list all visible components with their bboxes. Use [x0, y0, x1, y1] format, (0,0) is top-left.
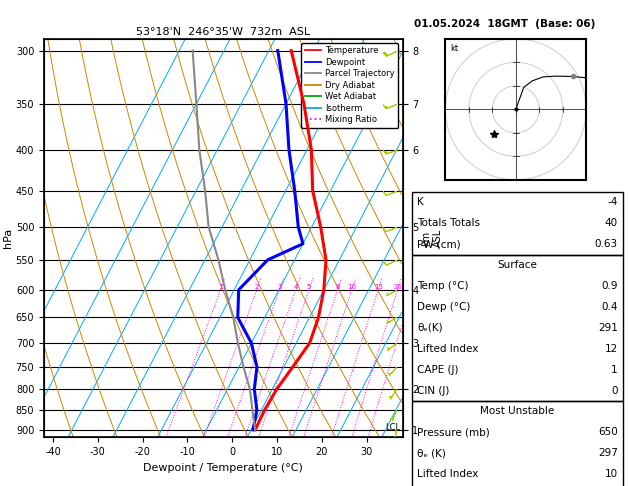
Text: Dewp (°C): Dewp (°C): [417, 302, 470, 312]
Text: 8: 8: [335, 284, 340, 290]
Text: 40: 40: [604, 218, 618, 228]
Text: Temp (°C): Temp (°C): [417, 281, 469, 291]
Legend: Temperature, Dewpoint, Parcel Trajectory, Dry Adiabat, Wet Adiabat, Isotherm, Mi: Temperature, Dewpoint, Parcel Trajectory…: [301, 43, 398, 128]
Text: 2: 2: [255, 284, 259, 290]
Text: Pressure (mb): Pressure (mb): [417, 427, 490, 437]
Text: 650: 650: [598, 427, 618, 437]
Text: LCL: LCL: [385, 422, 400, 432]
Text: 0.4: 0.4: [601, 302, 618, 312]
Text: 20: 20: [393, 284, 402, 290]
Text: CAPE (J): CAPE (J): [417, 364, 459, 375]
Text: 5: 5: [307, 284, 311, 290]
Text: 297: 297: [598, 448, 618, 458]
Text: -4: -4: [608, 197, 618, 208]
Text: CIN (J): CIN (J): [417, 385, 449, 396]
Text: 4: 4: [294, 284, 298, 290]
Text: 0.63: 0.63: [594, 239, 618, 249]
Text: 12: 12: [604, 344, 618, 354]
Text: kt: kt: [450, 44, 458, 52]
X-axis label: Dewpoint / Temperature (°C): Dewpoint / Temperature (°C): [143, 463, 303, 473]
Text: Surface: Surface: [498, 260, 537, 270]
Text: 1: 1: [611, 364, 618, 375]
Text: Most Unstable: Most Unstable: [480, 406, 555, 417]
Y-axis label: hPa: hPa: [3, 228, 13, 248]
Text: 0.9: 0.9: [601, 281, 618, 291]
Text: 3: 3: [277, 284, 282, 290]
Text: Lifted Index: Lifted Index: [417, 344, 479, 354]
Text: 01.05.2024  18GMT  (Base: 06): 01.05.2024 18GMT (Base: 06): [414, 19, 595, 30]
Text: θₑ(K): θₑ(K): [417, 323, 443, 333]
Text: 0: 0: [611, 385, 618, 396]
Text: 291: 291: [598, 323, 618, 333]
Text: θₑ (K): θₑ (K): [417, 448, 446, 458]
Text: 10: 10: [347, 284, 356, 290]
Text: 10: 10: [604, 469, 618, 479]
Text: Totals Totals: Totals Totals: [417, 218, 480, 228]
Text: 1: 1: [218, 284, 223, 290]
Title: 53°18'N  246°35'W  732m  ASL: 53°18'N 246°35'W 732m ASL: [136, 27, 310, 37]
Text: 15: 15: [374, 284, 382, 290]
Text: K: K: [417, 197, 424, 208]
Y-axis label: km
ASL: km ASL: [421, 229, 443, 247]
Text: Lifted Index: Lifted Index: [417, 469, 479, 479]
Text: PW (cm): PW (cm): [417, 239, 460, 249]
